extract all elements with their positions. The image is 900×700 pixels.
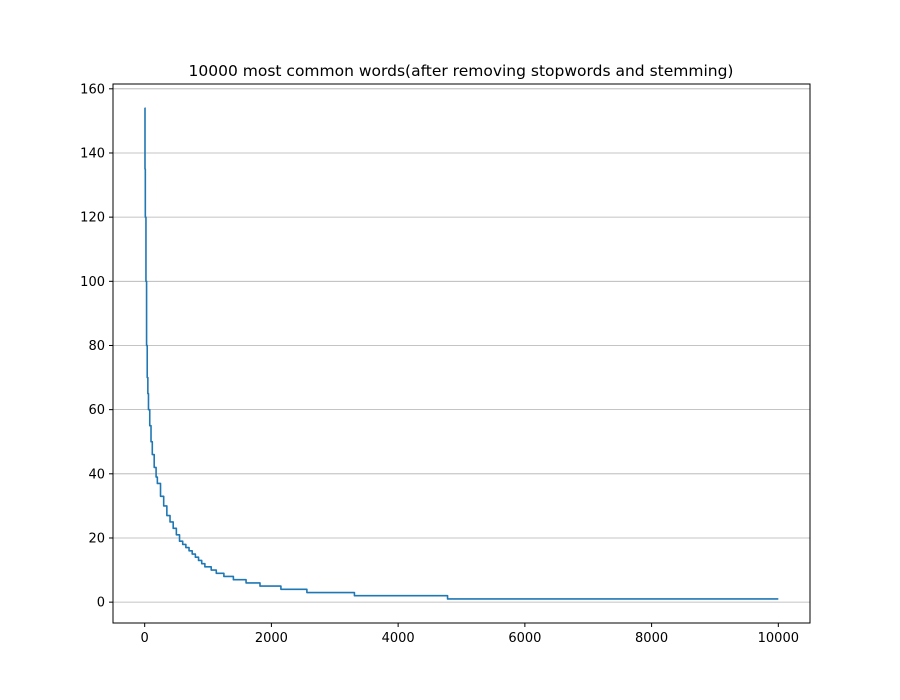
x-tick-label: 4000 <box>382 631 415 646</box>
grid-lines <box>113 88 810 603</box>
y-tick-label: 20 <box>88 531 105 546</box>
x-tick-label: 10000 <box>758 631 799 646</box>
y-tick-label: 80 <box>88 339 105 354</box>
y-tick-label: 40 <box>88 467 105 482</box>
x-tick-label: 8000 <box>635 631 668 646</box>
x-tick-label: 6000 <box>508 631 541 646</box>
axes-frame <box>112 83 811 624</box>
x-tick-label: 0 <box>141 631 149 646</box>
y-tick-label: 60 <box>88 403 105 418</box>
x-tick-label: 2000 <box>255 631 288 646</box>
y-tick-label: 160 <box>80 82 105 97</box>
y-tick-label: 100 <box>80 275 105 290</box>
series-layer <box>144 107 779 600</box>
y-tick-label: 140 <box>80 146 105 161</box>
x-axis: 0 2000 4000 6000 8000 10000 <box>141 623 799 646</box>
chart-title: 10000 most common words(after removing s… <box>189 62 734 80</box>
y-tick-label: 120 <box>80 211 105 226</box>
series-line <box>144 107 779 600</box>
y-axis: 0 20 40 60 80 100 120 140 160 <box>80 82 113 611</box>
y-tick-label: 0 <box>97 596 105 611</box>
